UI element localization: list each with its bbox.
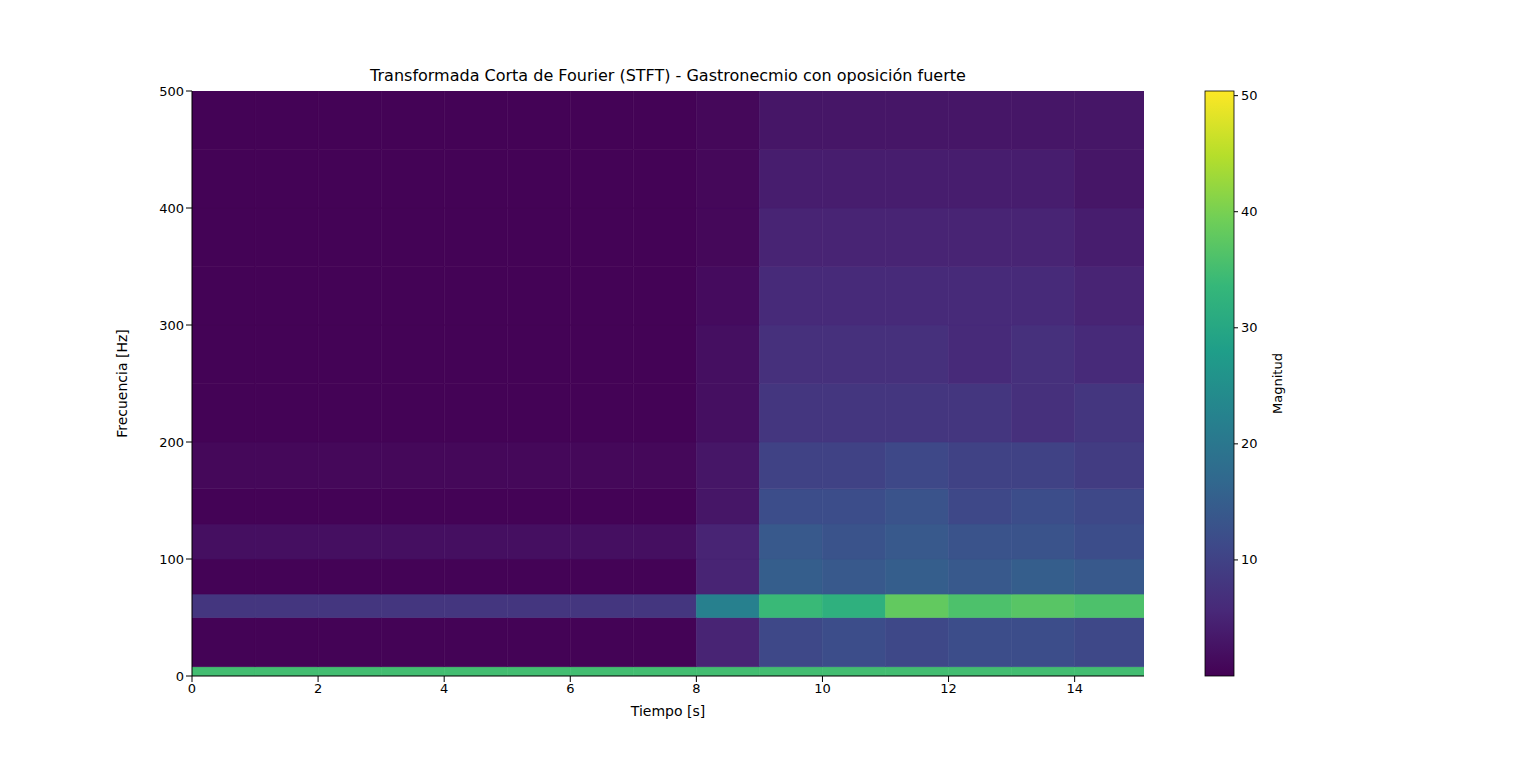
svg-text:Frecuencia [Hz]: Frecuencia [Hz]	[114, 329, 130, 438]
svg-text:30: 30	[1241, 320, 1258, 335]
svg-text:8: 8	[692, 681, 700, 696]
svg-text:500: 500	[159, 84, 184, 99]
svg-text:Tiempo [s]: Tiempo [s]	[630, 703, 705, 719]
svg-text:2: 2	[314, 681, 322, 696]
svg-text:6: 6	[566, 681, 574, 696]
svg-text:400: 400	[159, 201, 184, 216]
svg-text:14: 14	[1066, 681, 1083, 696]
svg-text:100: 100	[159, 552, 184, 567]
svg-text:300: 300	[159, 318, 184, 333]
svg-text:10: 10	[814, 681, 831, 696]
svg-text:200: 200	[159, 435, 184, 450]
svg-text:20: 20	[1241, 436, 1258, 451]
svg-text:50: 50	[1241, 88, 1258, 103]
svg-text:0: 0	[188, 681, 196, 696]
svg-text:12: 12	[940, 681, 957, 696]
svg-text:0: 0	[176, 669, 184, 684]
svg-text:10: 10	[1241, 552, 1258, 567]
svg-text:4: 4	[440, 681, 448, 696]
svg-text:Magnitud: Magnitud	[1270, 353, 1285, 414]
svg-text:40: 40	[1241, 204, 1258, 219]
html-text:Transformada Corta de Fourier: Transformada Corta de Fourier (STFT) - G…	[370, 66, 966, 85]
